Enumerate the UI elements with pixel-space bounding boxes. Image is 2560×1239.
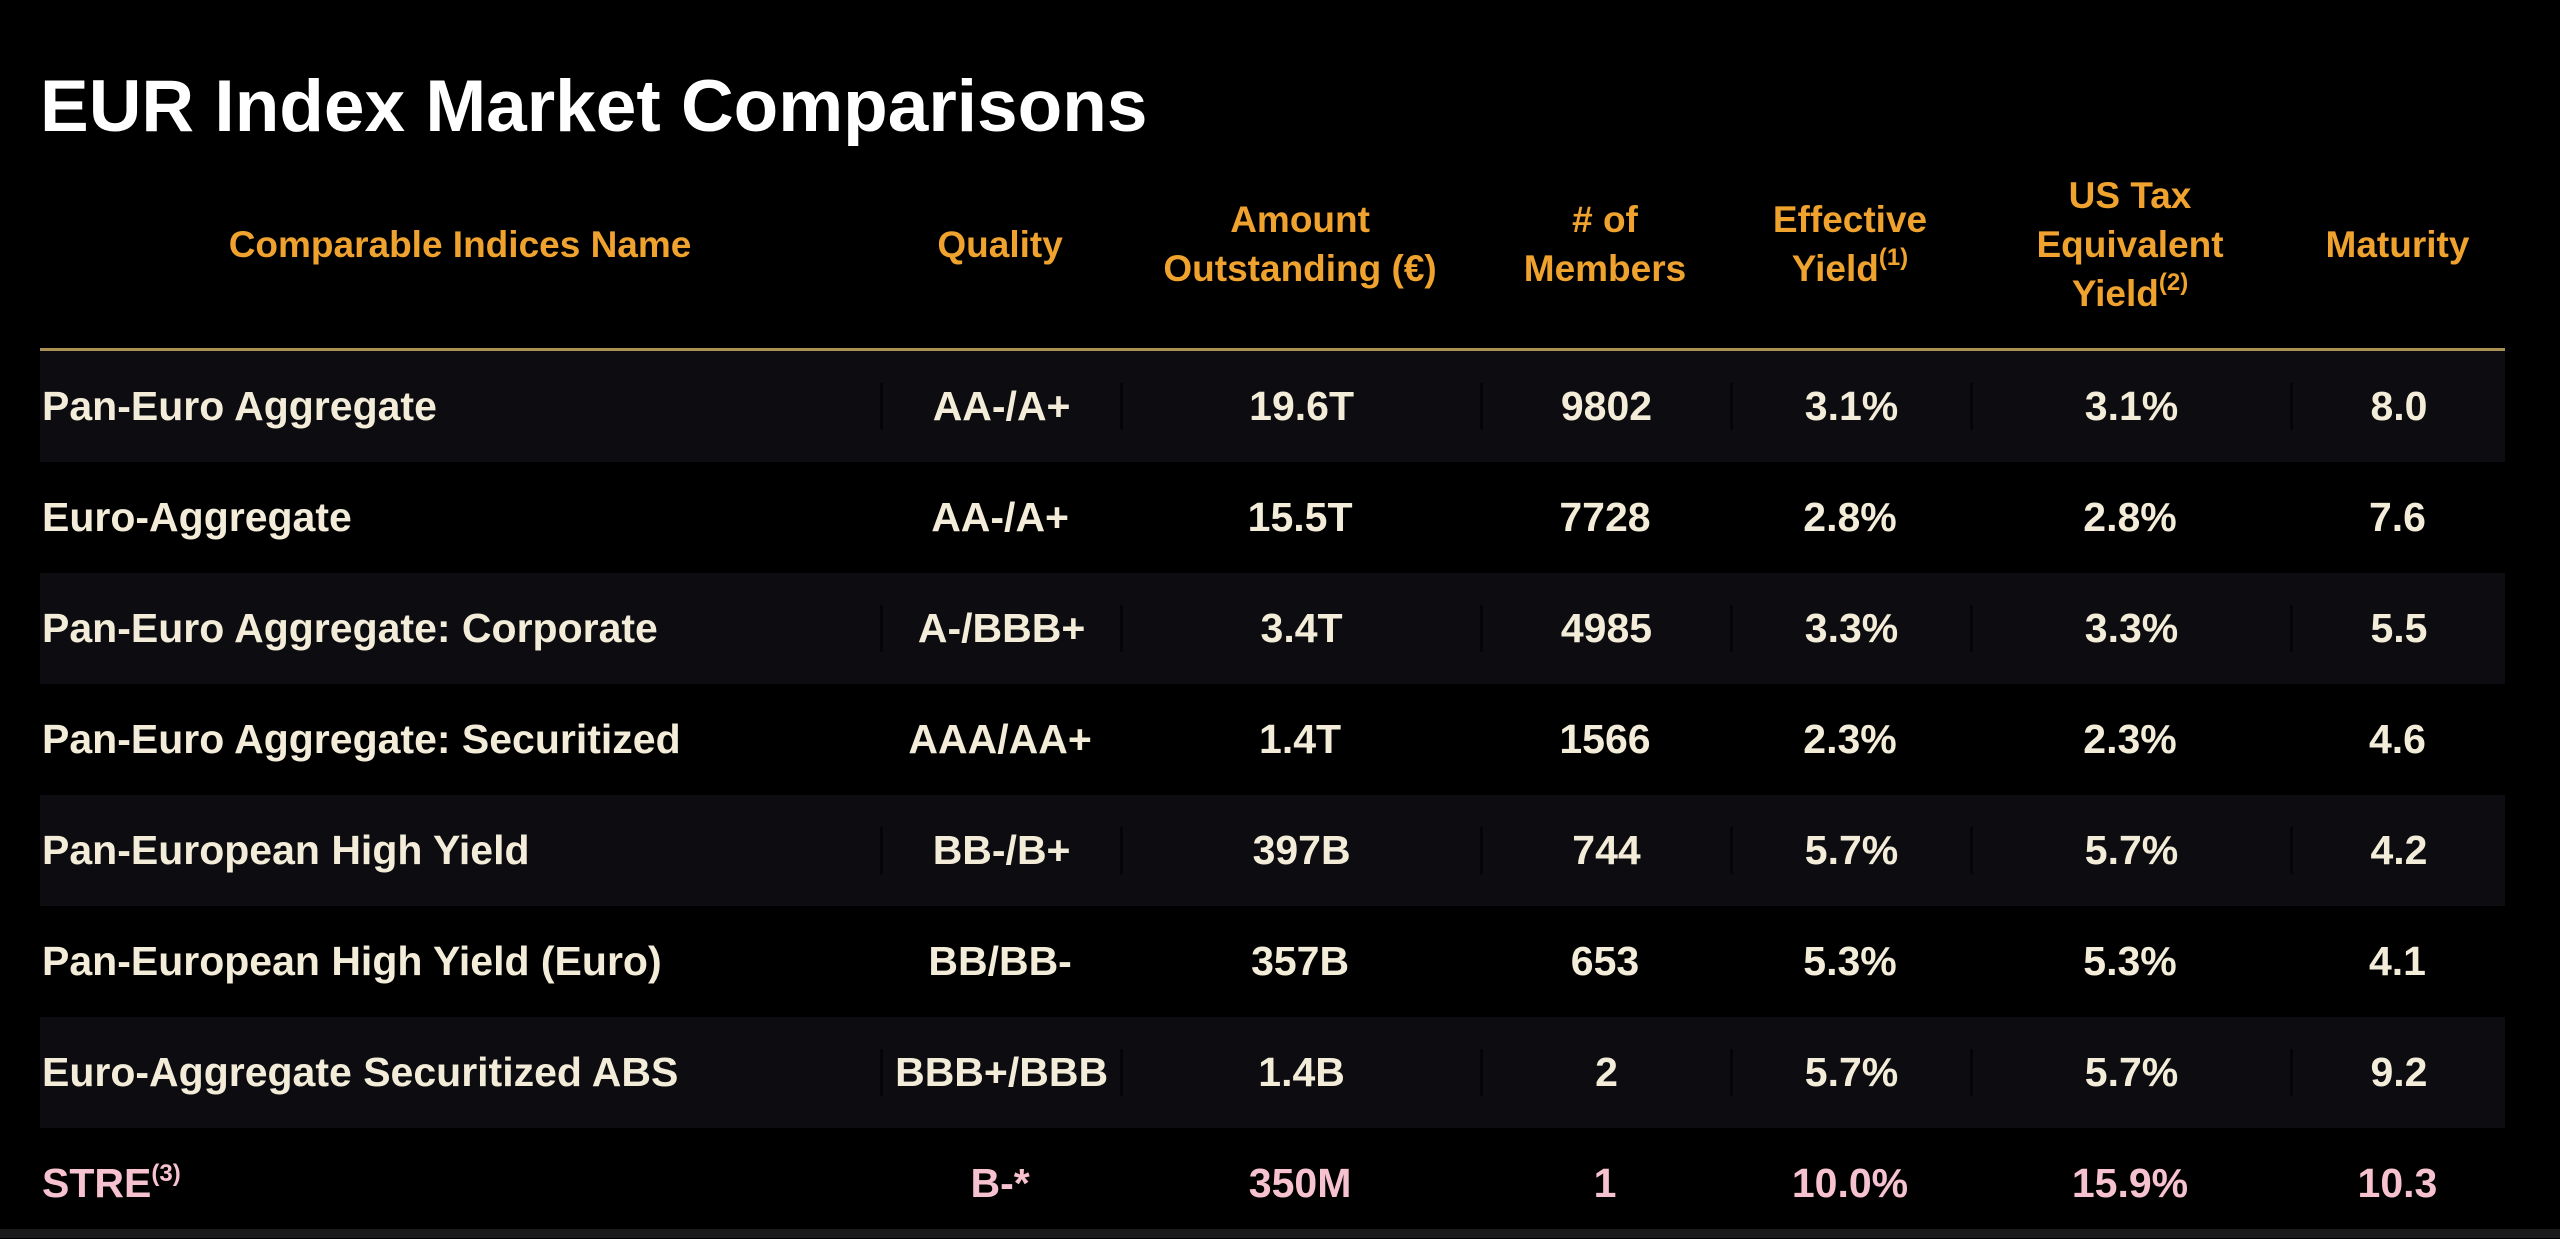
cell-maturity: 4.2 — [2289, 827, 2505, 874]
cell-tax: 2.3% — [2083, 716, 2177, 762]
cell-amount: 350M — [1248, 1160, 1352, 1206]
cell-tax: 5.7% — [1970, 1049, 2290, 1096]
cell-name: Pan-Euro Aggregate — [42, 383, 437, 429]
cell-eff: 3.3% — [1729, 605, 1970, 652]
column-header-name: Comparable Indices Name — [40, 220, 880, 269]
cell-eff: 2.3% — [1803, 716, 1897, 762]
cell-name: Euro-Aggregate — [42, 494, 352, 540]
footnote-marker: (1) — [1878, 244, 1909, 271]
header-divider-line — [40, 348, 2505, 351]
cell-members: 1 — [1593, 1160, 1617, 1206]
column-header-amount: Amount Outstanding (€) — [1120, 195, 1480, 293]
table-body: Pan-Euro Aggregate AA-/A+ 19.6T 9802 3.1% 3.1… — [40, 351, 2505, 1239]
table-row: Pan-Euro Aggregate AA-/A+ 19.6T 9802 3.1% 3.1… — [40, 351, 2505, 462]
cell-quality: BB/BB- — [928, 938, 1072, 984]
cell-maturity: 4.1 — [2368, 938, 2426, 984]
page-title: EUR Index Market Comparisons — [40, 65, 1148, 147]
cell-members: 4985 — [1480, 605, 1730, 652]
column-header-label: Amount Outstanding (€) — [1163, 199, 1437, 289]
cell-eff: 3.1% — [1729, 383, 1970, 430]
cell-maturity: 5.5 — [2289, 605, 2505, 652]
table-row: Euro-Aggregate AA-/A+ 15.5T 7728 2.8% 2.8% 7.6 — [40, 462, 2505, 573]
cell-members: 653 — [1570, 938, 1640, 984]
cell-members: 9802 — [1480, 383, 1730, 430]
table-row: Pan-Euro Aggregate: Securitized AAA/AA+ 1.… — [40, 684, 2505, 795]
column-header-eff: Effective Yield(1) — [1730, 195, 1970, 293]
cell-amount: 15.5T — [1247, 494, 1353, 540]
column-header-label: Quality — [937, 223, 1063, 265]
column-header-tax: US Tax Equivalent Yield(2) — [1970, 171, 2290, 318]
cell-name: Pan-European High Yield — [42, 827, 530, 873]
cell-amount: 1.4T — [1259, 716, 1342, 762]
cell-members: 2 — [1480, 1049, 1730, 1096]
table-row: Pan-Euro Aggregate: Corporate A-/BBB+ 3.4T… — [40, 573, 2505, 684]
cell-tax: 3.1% — [1970, 383, 2290, 430]
column-header-maturity: Maturity — [2290, 220, 2505, 269]
cell-name: Pan-European High Yield (Euro) — [42, 938, 662, 984]
cell-name: STRE(3) — [42, 1160, 181, 1206]
cell-eff: 5.3% — [1803, 938, 1897, 984]
cell-quality: B-* — [970, 1160, 1030, 1206]
cell-amount: 3.4T — [1120, 605, 1480, 652]
column-header-label: # of Members — [1523, 199, 1687, 289]
cell-maturity: 9.2 — [2289, 1049, 2505, 1096]
cell-quality: AA-/A+ — [880, 383, 1120, 430]
cell-eff: 10.0% — [1791, 1160, 1909, 1206]
comparison-table: Comparable Indices Name Quality Amount Out… — [40, 140, 2505, 1239]
table-header-row: Comparable Indices Name Quality Amount Out… — [40, 140, 2505, 348]
cell-tax: 2.8% — [2083, 494, 2177, 540]
cell-tax: 15.9% — [2071, 1160, 2189, 1206]
cell-eff: 5.7% — [1729, 1049, 1970, 1096]
footnote-marker: (2) — [2158, 268, 2189, 296]
cell-name: Pan-Euro Aggregate: Securitized — [42, 716, 681, 762]
table-row: STRE(3) B-* 350M 1 10.0% 15.9% 10.3 — [40, 1128, 2505, 1239]
table-row: Euro-Aggregate Securitized ABS BBB+/BBB 1.… — [40, 1017, 2505, 1128]
cell-maturity: 10.3 — [2357, 1160, 2438, 1206]
column-header-members: # of Members — [1480, 195, 1730, 293]
cell-maturity: 4.6 — [2368, 716, 2426, 762]
cell-quality: A-/BBB+ — [880, 605, 1120, 652]
column-header-label: Maturity — [2325, 223, 2470, 265]
cell-tax: 3.3% — [1970, 605, 2290, 652]
cell-name: Euro-Aggregate Securitized ABS — [42, 1049, 679, 1095]
table-row: Pan-European High Yield BB-/B+ 397B 744 5.7%… — [40, 795, 2505, 906]
cell-tax: 5.7% — [1970, 827, 2290, 874]
table-row: Pan-European High Yield (Euro) BB/BB- 357B… — [40, 906, 2505, 1017]
cell-members: 7728 — [1559, 494, 1651, 540]
column-header-label: US Tax Equivalent Yield(2) — [2036, 174, 2224, 314]
cell-members: 744 — [1480, 827, 1730, 874]
cell-maturity: 7.6 — [2368, 494, 2426, 540]
cell-quality: BBB+/BBB — [880, 1049, 1120, 1096]
cell-name: Pan-Euro Aggregate: Corporate — [42, 605, 658, 651]
cell-amount: 1.4B — [1120, 1049, 1480, 1096]
cell-maturity: 8.0 — [2289, 383, 2505, 430]
cell-amount: 397B — [1120, 827, 1480, 874]
cell-quality: AA-/A+ — [931, 494, 1070, 540]
cell-amount: 357B — [1251, 938, 1350, 984]
column-header-label: Comparable Indices Name — [228, 223, 692, 265]
cell-eff: 5.7% — [1729, 827, 1970, 874]
cell-members: 1566 — [1559, 716, 1651, 762]
footnote-marker: (3) — [151, 1160, 181, 1187]
cell-tax: 5.3% — [2083, 938, 2177, 984]
cell-quality: AAA/AA+ — [908, 716, 1092, 762]
bottom-edge-strip — [0, 1229, 2560, 1238]
cell-quality: BB-/B+ — [880, 827, 1120, 874]
column-header-quality: Quality — [880, 220, 1120, 269]
column-header-label: Effective Yield(1) — [1772, 199, 1928, 289]
cell-eff: 2.8% — [1803, 494, 1897, 540]
cell-amount: 19.6T — [1120, 383, 1480, 430]
